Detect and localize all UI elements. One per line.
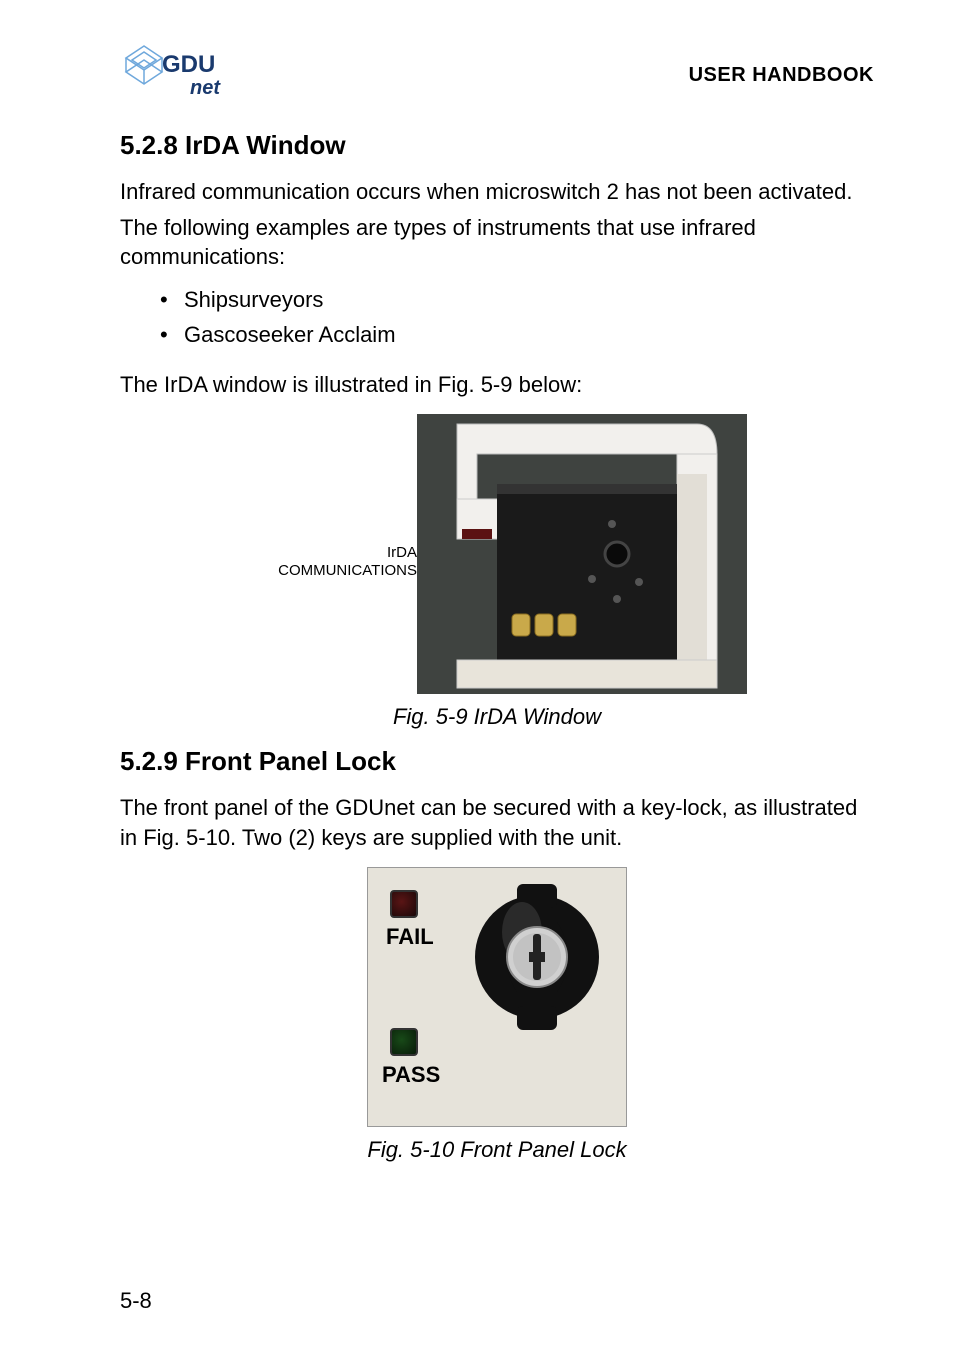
- list-item: Gascoseeker Acclaim: [120, 317, 874, 352]
- fail-label: FAIL: [386, 924, 434, 950]
- page-header: GDU net USER HANDBOOK: [120, 40, 874, 110]
- section-heading-lock: 5.2.9 Front Panel Lock: [120, 746, 874, 777]
- figure-5-9-caption: Fig. 5-9 IrDA Window: [120, 704, 874, 730]
- irda-callout-label: IrDA COMMUNICATIONS: [257, 544, 417, 580]
- pass-led: [390, 1028, 418, 1056]
- device-illustration: [417, 414, 747, 694]
- key-lock-illustration: [462, 882, 612, 1032]
- figure-5-10-caption: Fig. 5-10 Front Panel Lock: [120, 1137, 874, 1163]
- irda-para-2: The following examples are types of inst…: [120, 213, 874, 272]
- section-heading-irda: 5.2.8 IrDA Window: [120, 130, 874, 161]
- irda-bullet-list: Shipsurveyors Gascoseeker Acclaim: [120, 282, 874, 352]
- irda-para-1: Infrared communication occurs when micro…: [120, 177, 874, 207]
- irda-para-3: The IrDA window is illustrated in Fig. 5…: [120, 370, 874, 400]
- brand-sub-text: net: [190, 77, 221, 99]
- pass-label: PASS: [382, 1062, 440, 1088]
- fail-led: [390, 890, 418, 918]
- figure-5-10: FAIL PASS Fig. 5-10 Front Panel Lock: [120, 867, 874, 1163]
- header-title: USER HANDBOOK: [689, 64, 874, 87]
- callout-line2: COMMUNICATIONS: [278, 562, 417, 579]
- callout-line1: IrDA: [387, 544, 417, 561]
- list-item: Shipsurveyors: [120, 282, 874, 317]
- brand-logo: GDU net: [120, 40, 230, 110]
- figure-5-9: IrDA COMMUNICATIONS: [120, 414, 874, 730]
- lock-para-1: The front panel of the GDUnet can be sec…: [120, 793, 874, 852]
- brand-top-text: GDU: [162, 51, 215, 78]
- page-number: 5-8: [120, 1288, 152, 1314]
